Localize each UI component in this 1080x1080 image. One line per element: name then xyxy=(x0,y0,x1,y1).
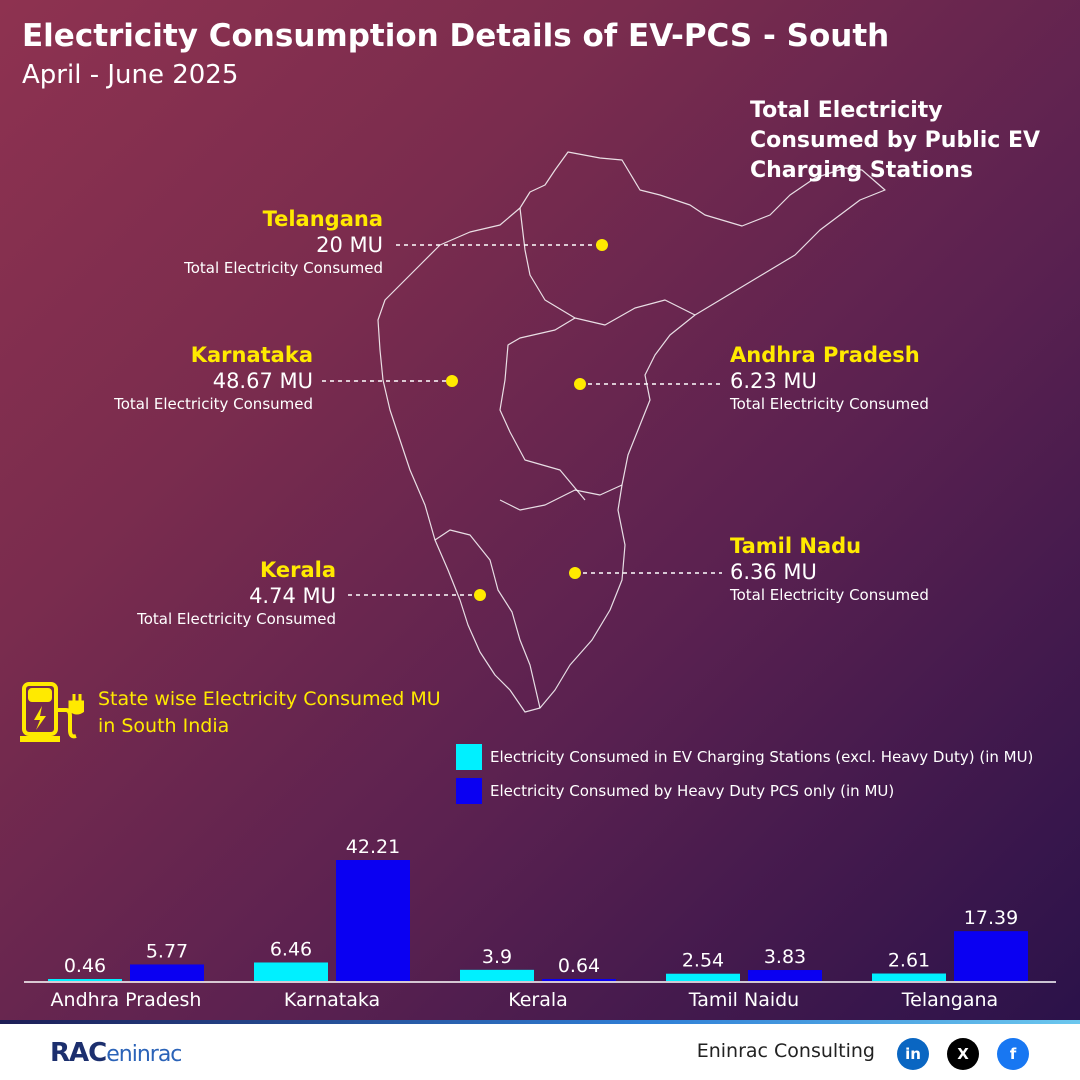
dot-tamil-nadu xyxy=(569,567,581,579)
data-label: 2.61 xyxy=(888,950,930,972)
callout-value: 20 MU xyxy=(316,233,383,257)
dot-andhra-pradesh xyxy=(574,378,586,390)
callout-note: Total Electricity Consumed xyxy=(184,259,383,277)
map-outline xyxy=(377,151,886,713)
x-tick-label: Andhra Pradesh xyxy=(51,989,202,1011)
infographic: Electricity Consumption Details of EV-PC… xyxy=(0,0,1080,1020)
callout-state: Kerala xyxy=(259,558,336,582)
footer: RACeninrac Eninrac Consulting in X f xyxy=(0,1020,1080,1080)
data-label: 0.46 xyxy=(64,955,106,977)
callout-kerala: Kerala 4.74 MU Total Electricity Consume… xyxy=(100,557,336,629)
legend-swatch-ev xyxy=(456,744,482,770)
callout-state: Karnataka xyxy=(190,343,313,367)
callout-note: Total Electricity Consumed xyxy=(730,395,929,413)
bar-heavy-duty xyxy=(542,979,616,981)
bar-heavy-duty xyxy=(336,860,410,981)
page-subtitle: April - June 2025 xyxy=(22,60,239,90)
kerala-border xyxy=(434,529,541,709)
callout-tamil-nadu: Tamil Nadu 6.36 MU Total Electricity Con… xyxy=(730,533,970,605)
data-label: 3.9 xyxy=(482,946,512,968)
karnataka-ap-border xyxy=(499,317,586,501)
logo-main: RAC xyxy=(50,1038,107,1068)
bar-ev xyxy=(666,973,740,981)
callout-note: Total Electricity Consumed xyxy=(114,395,313,413)
footer-accent-bar xyxy=(0,1020,1080,1024)
south-india-map xyxy=(377,151,886,713)
callout-value: 6.23 MU xyxy=(730,369,817,393)
data-label: 0.64 xyxy=(558,955,600,977)
linkedin-icon[interactable]: in xyxy=(897,1038,929,1070)
x-tick-label: Telangana xyxy=(901,989,998,1011)
legend-label-heavy-duty: Electricity Consumed by Heavy Duty PCS o… xyxy=(490,782,895,800)
tamil-nadu-border xyxy=(499,484,623,511)
telangana-border xyxy=(519,207,696,326)
legend-label-ev: Electricity Consumed in EV Charging Stat… xyxy=(490,748,1034,766)
data-label: 17.39 xyxy=(964,907,1018,929)
brand-name: Eninrac Consulting xyxy=(696,1040,875,1062)
legend-swatch-heavy-duty xyxy=(456,778,482,804)
bar-ev xyxy=(48,979,122,981)
data-label: 2.54 xyxy=(682,950,724,972)
callout-state: Tamil Nadu xyxy=(730,534,862,558)
x-icon[interactable]: X xyxy=(947,1038,979,1070)
bar-chart: 0.46 5.77 Andhra Pradesh 6.46 42.21 Karnataka… xyxy=(24,836,1056,1011)
legend-title-line1: State wise Electricity Consumed MU xyxy=(98,688,441,710)
callout-note: Total Electricity Consumed xyxy=(730,586,929,604)
bar-ev xyxy=(872,973,946,981)
dot-telangana xyxy=(596,239,608,251)
legend-title: State wise Electricity Consumed MU in So… xyxy=(98,686,441,740)
data-label: 6.46 xyxy=(270,938,312,960)
ev-charger-icon xyxy=(20,682,84,742)
dot-kerala xyxy=(474,589,486,601)
bar-ev xyxy=(254,962,328,981)
callout-value: 6.36 MU xyxy=(730,560,817,584)
callout-telangana: Telangana 20 MU Total Electricity Consum… xyxy=(150,206,383,278)
callout-karnataka: Karnataka 48.67 MU Total Electricity Con… xyxy=(80,342,313,414)
data-label: 3.83 xyxy=(764,946,806,968)
page-title: Electricity Consumption Details of EV-PC… xyxy=(22,18,890,54)
callout-note: Total Electricity Consumed xyxy=(137,610,336,628)
facebook-icon[interactable]: f xyxy=(997,1038,1029,1070)
dot-karnataka xyxy=(446,375,458,387)
bar-heavy-duty xyxy=(954,931,1028,981)
company-logo: RACeninrac xyxy=(50,1038,182,1068)
map-heading: Total Electricity Consumed by Public EV … xyxy=(750,98,1041,183)
bar-heavy-duty xyxy=(748,970,822,981)
callout-andhra-pradesh: Andhra Pradesh 6.23 MU Total Electricity… xyxy=(730,342,970,414)
callout-value: 4.74 MU xyxy=(249,584,336,608)
x-tick-label: Tamil Naidu xyxy=(688,989,799,1011)
bar-ev xyxy=(460,969,534,981)
callout-state: Telangana xyxy=(262,207,383,231)
x-tick-label: Karnataka xyxy=(284,989,380,1011)
legend-item-heavy-duty: Electricity Consumed by Heavy Duty PCS o… xyxy=(456,778,894,804)
x-tick-label: Kerala xyxy=(508,989,568,1011)
logo-rest: eninrac xyxy=(106,1042,182,1067)
callout-value: 48.67 MU xyxy=(212,369,313,393)
callout-state: Andhra Pradesh xyxy=(730,343,920,367)
data-label: 42.21 xyxy=(346,836,400,858)
legend-item-ev: Electricity Consumed in EV Charging Stat… xyxy=(456,744,1033,770)
legend-title-line2: in South India xyxy=(98,715,230,737)
bar-heavy-duty xyxy=(130,964,204,981)
data-label: 5.77 xyxy=(146,940,188,962)
